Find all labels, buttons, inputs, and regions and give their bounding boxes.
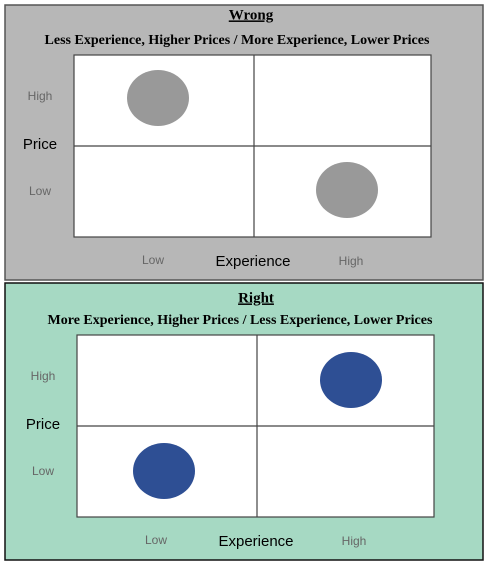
x-axis-label: Experience [218,533,293,550]
panel-subtitle: Less Experience, Higher Prices / More Ex… [45,33,430,48]
circle [127,70,189,126]
y-high-label: High [28,89,53,103]
y-low-label: Low [32,464,54,478]
y-axis-label: Price [23,136,57,153]
x-high-label: High [342,534,367,548]
x-low-label: Low [142,253,164,267]
y-high-label: High [31,369,56,383]
circle [316,162,378,218]
circle [133,443,195,499]
y-axis-label: Price [26,416,60,433]
circle [320,352,382,408]
x-high-label: High [339,254,364,268]
panel-subtitle: More Experience, Higher Prices / Less Ex… [48,313,433,328]
x-axis-label: Experience [215,253,290,270]
x-low-label: Low [145,533,167,547]
panel-title: Wrong [229,7,274,23]
panel-title: Right [238,290,274,306]
y-low-label: Low [29,184,51,198]
